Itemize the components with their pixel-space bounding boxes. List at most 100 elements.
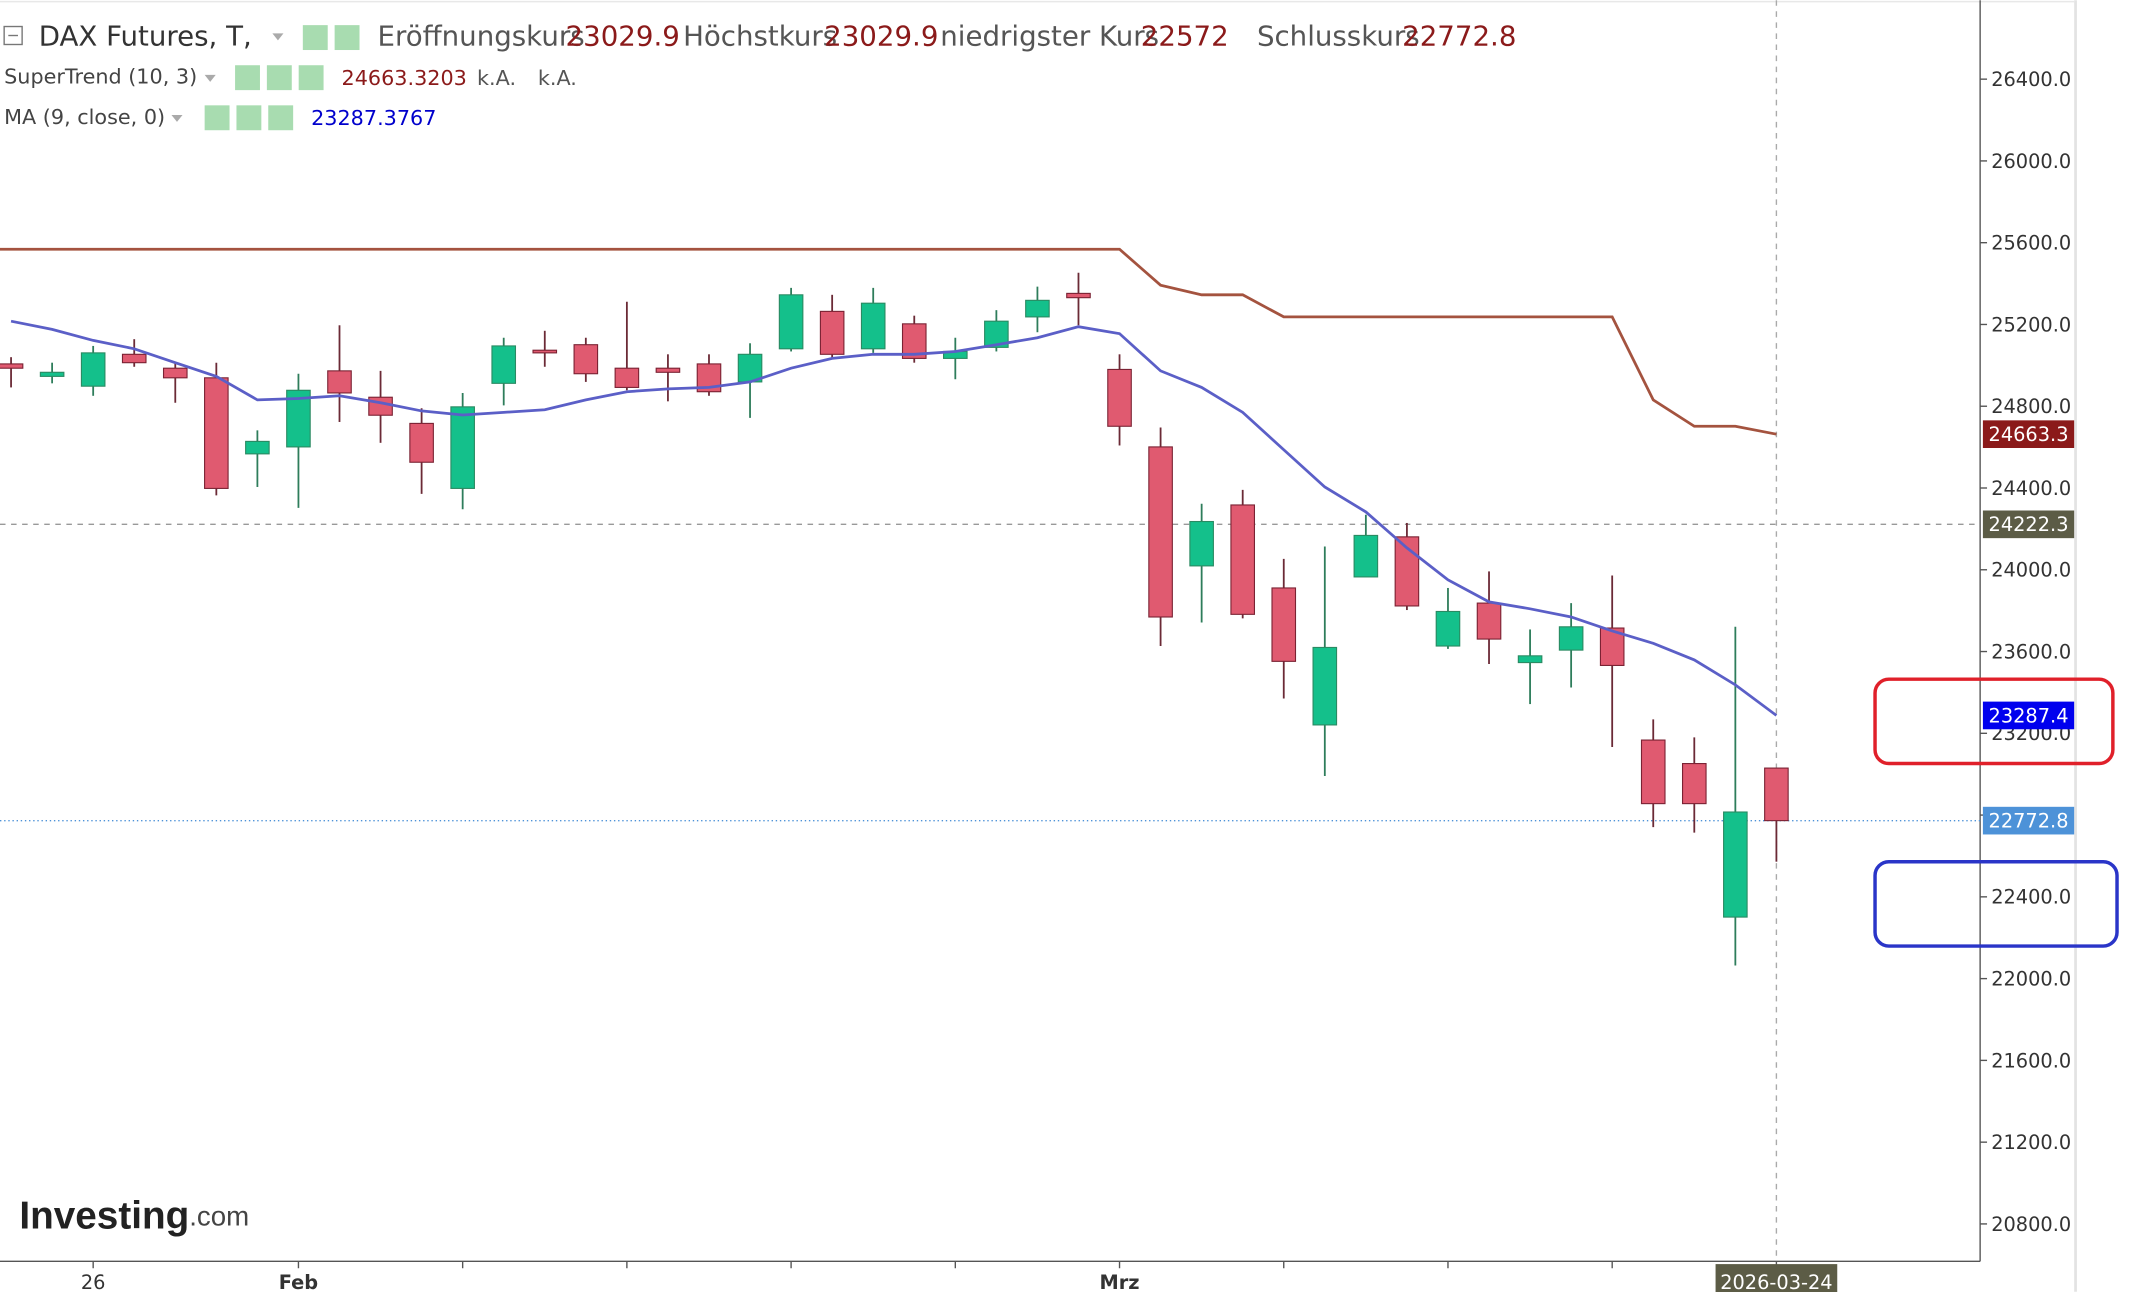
- price-badge-label: 24663.3: [1989, 423, 2069, 446]
- x-tick-label: 26: [81, 1271, 106, 1292]
- y-tick-label: 25600.0: [1991, 232, 2071, 255]
- candle-body: [80, 352, 106, 387]
- settings-icon[interactable]: [334, 25, 360, 51]
- y-tick-label: 21200.0: [1991, 1131, 2071, 1154]
- eye-icon[interactable]: [302, 25, 328, 51]
- candle-body: [819, 310, 845, 355]
- ohlc-label: Höchstkurs: [683, 20, 837, 53]
- highlight-box-blue: [1873, 859, 2119, 948]
- candle-body: [860, 302, 886, 350]
- price-badge-label: 22772.8: [1989, 810, 2069, 833]
- indicator-value: 23287.3767: [311, 106, 436, 130]
- highlight-box-red: [1873, 677, 2115, 766]
- watermark-brand: Investing: [19, 1195, 189, 1238]
- candle-body: [1764, 767, 1789, 822]
- candle-body: [450, 406, 475, 489]
- y-tick-label: 21600.0: [1991, 1049, 2071, 1072]
- candle-body: [1189, 520, 1214, 567]
- watermark: Investing.com: [19, 1195, 249, 1238]
- y-tick-label: 20800.0: [1991, 1213, 2071, 1236]
- eye-icon[interactable]: [204, 105, 230, 131]
- ohlc-value: 23029.9: [566, 20, 680, 53]
- price-badge: [1982, 420, 2075, 449]
- candle-body: [1353, 534, 1379, 578]
- candle-body: [368, 396, 393, 416]
- candle-body: [1681, 763, 1707, 805]
- eye-icon[interactable]: [235, 65, 260, 91]
- ohlc-label: niedrigster Kurs: [940, 20, 1159, 53]
- indicator-line: [0, 247, 1777, 436]
- y-tick-label: 24400.0: [1991, 477, 2071, 500]
- candle-body: [1107, 368, 1132, 427]
- candle-body: [121, 353, 147, 364]
- candle-body: [1025, 299, 1050, 318]
- candle-body: [1312, 646, 1338, 726]
- candle-body: [204, 377, 229, 489]
- candle-body: [1271, 587, 1297, 662]
- candle-body: [1558, 626, 1584, 651]
- ohlc-value: 22572: [1141, 20, 1229, 53]
- candle-body: [1640, 739, 1666, 805]
- x-tick-label: Mrz: [1100, 1271, 1140, 1292]
- price-badge-label: 23287.4: [1989, 704, 2069, 727]
- candle-body: [1435, 610, 1461, 647]
- settings-icon[interactable]: [266, 65, 292, 91]
- close-icon[interactable]: [298, 65, 324, 91]
- y-tick-label: 23600.0: [1991, 640, 2071, 663]
- y-tick-label: 25200.0: [1991, 313, 2071, 336]
- candle-body: [901, 323, 927, 359]
- candle-body: [491, 345, 517, 384]
- collapse-icon[interactable]: [3, 25, 23, 46]
- price-badge: [1982, 806, 2075, 835]
- header: DAX Futures, T, Eröffnungskurs 23029.9 H…: [3, 20, 1516, 53]
- candle-body: [655, 367, 681, 373]
- candle-body: [614, 367, 640, 388]
- indicator-value: k.A.: [538, 66, 577, 90]
- indicator-legend: SuperTrend (10, 3) 24663.3203 k.A. k.A. …: [4, 65, 577, 131]
- candle-body: [1066, 292, 1091, 299]
- indicator-value: k.A.: [477, 66, 516, 90]
- candle-body: [696, 363, 722, 393]
- y-tick-label: 22000.0: [1991, 967, 2071, 990]
- candle-body: [984, 320, 1009, 348]
- ohlc-label: Schlusskurs: [1257, 20, 1420, 53]
- candle-body: [532, 349, 558, 354]
- candle-body: [327, 370, 352, 394]
- dropdown-caret[interactable]: [272, 33, 284, 41]
- candle-body: [39, 371, 65, 377]
- candle-body: [286, 389, 311, 448]
- candle-body: [1148, 446, 1173, 618]
- dropdown-caret[interactable]: [171, 115, 183, 122]
- symbol-name: DAX Futures, T,: [39, 20, 252, 53]
- crosshair-date-badge: [1715, 1264, 1838, 1292]
- candle-body: [573, 344, 599, 375]
- indicator-line: [10, 319, 1778, 717]
- close-icon[interactable]: [268, 105, 294, 131]
- candle-body: [778, 294, 804, 350]
- price-badge-label: 24222.3: [1989, 513, 2069, 536]
- candle-body: [409, 422, 434, 463]
- ohlc-value: 22772.8: [1402, 20, 1516, 53]
- candle-body: [1599, 627, 1625, 666]
- candle-body: [1476, 602, 1502, 640]
- candle-body: [245, 440, 270, 455]
- y-tick-label: 24800.0: [1991, 395, 2071, 418]
- dropdown-caret[interactable]: [204, 74, 216, 82]
- candle-body: [1517, 655, 1543, 664]
- watermark-suffix: .com: [189, 1201, 249, 1232]
- indicator-value: 24663.3203: [342, 66, 467, 90]
- candle-body: [1230, 504, 1256, 615]
- y-tick-label: 24000.0: [1991, 559, 2071, 582]
- candle-body: [0, 363, 24, 369]
- ohlc-value: 23029.9: [824, 20, 938, 53]
- settings-icon[interactable]: [236, 105, 262, 131]
- price-badge: [1982, 701, 2075, 730]
- y-tick-label: 22400.0: [1991, 886, 2071, 909]
- indicator-name: MA (9, close, 0): [4, 105, 165, 129]
- price-badge: [1982, 510, 2075, 539]
- x-tick-label: 2026-03-24: [1720, 1271, 1832, 1292]
- indicator-name: SuperTrend (10, 3): [4, 65, 197, 89]
- chart-background: [0, 0, 2074, 1292]
- candle-body: [1723, 811, 1748, 918]
- ohlc-label: Eröffnungskurs: [377, 20, 584, 53]
